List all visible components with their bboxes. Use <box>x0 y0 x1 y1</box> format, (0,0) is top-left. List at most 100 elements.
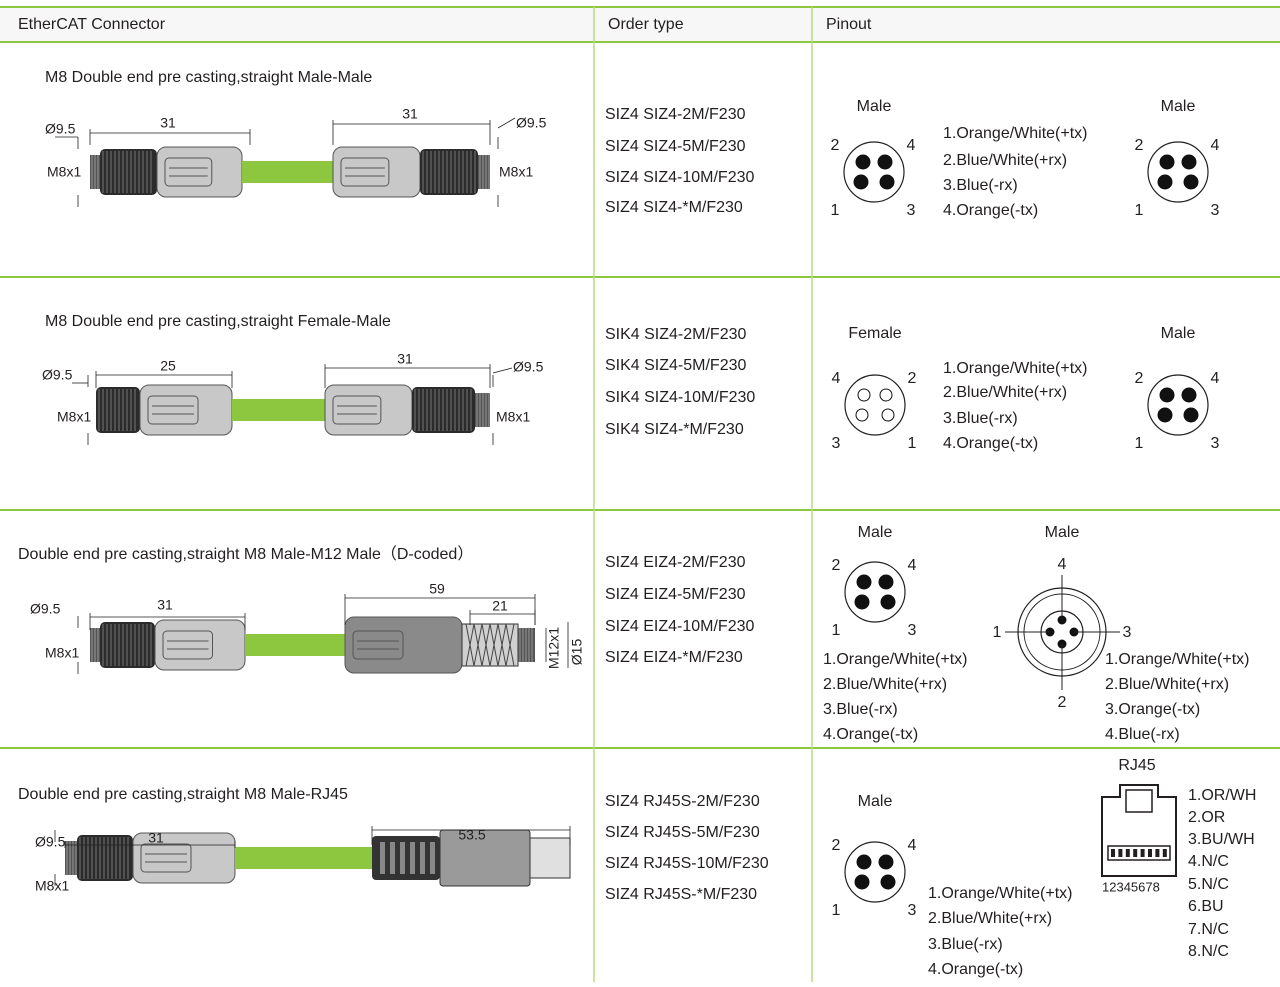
pinout-label: Male <box>1161 98 1196 115</box>
pin-number: 3 <box>1211 435 1220 452</box>
pin-assignment: 2.OR <box>1188 809 1225 826</box>
pin <box>878 854 894 870</box>
rj45-contacts <box>1107 845 1171 861</box>
order-type: SIK4 SIZ4-10M/F230 <box>605 389 755 406</box>
order-type: SIZ4 SIZ4-10M/F230 <box>605 169 754 186</box>
row-title: Double end pre casting,straight M8 Male-… <box>18 786 348 803</box>
pin-assignment: 5.N/C <box>1188 876 1229 893</box>
cable <box>232 399 325 421</box>
row-title: Double end pre casting,straight M8 Male-… <box>18 545 473 563</box>
wiring-line: 1.Orange/White(+tx) <box>928 885 1073 902</box>
rj45-contact <box>1140 849 1145 857</box>
pin-number: 4 <box>908 837 917 854</box>
dimension-label: M12x1 <box>546 627 562 669</box>
pin <box>881 408 895 422</box>
pin-assignment: 8.N/C <box>1188 943 1229 960</box>
pin-number: 1 <box>908 435 917 452</box>
wiring-line: 3.Blue(-rx) <box>823 701 898 718</box>
pin-number: 3 <box>908 902 917 919</box>
pin <box>854 874 870 890</box>
pin-number: 3 <box>832 435 841 452</box>
dimension-label: 31 <box>157 597 173 613</box>
wiring-line: 3.Orange(-tx) <box>1105 701 1200 718</box>
dimension-label: 31 <box>160 115 176 131</box>
pin-number: 2 <box>908 370 917 387</box>
wiring-line: 4.Orange(-tx) <box>823 726 918 743</box>
wiring-line: 2.Blue/White(+rx) <box>1105 676 1229 693</box>
dimension-line <box>497 117 516 129</box>
header-cell: EtherCAT Connector <box>18 16 166 33</box>
dimension-label: M8x1 <box>47 164 81 180</box>
wiring-line: 2.Blue/White(+rx) <box>943 384 1067 401</box>
pin-face <box>1147 374 1209 436</box>
wiring-line: 4.Orange(-tx) <box>943 435 1038 452</box>
pin <box>879 388 893 402</box>
pin <box>1183 174 1199 190</box>
pin <box>1181 154 1197 170</box>
pin <box>879 174 895 190</box>
knurl-line <box>481 623 491 667</box>
pin-number: 1 <box>1135 202 1144 219</box>
order-type: SIZ4 EIZ4-5M/F230 <box>605 586 746 603</box>
pin-number: 1 <box>832 902 841 919</box>
order-type: SIZ4 RJ45S-2M/F230 <box>605 793 760 810</box>
pin <box>1157 174 1173 190</box>
pin-number: 4 <box>1211 370 1220 387</box>
pin-numbers: 12345678 <box>1102 879 1160 894</box>
pin-assignment: 1.OR/WH <box>1188 787 1256 804</box>
rj45-socket <box>1101 784 1177 877</box>
boot-rib <box>430 842 435 874</box>
pin-face <box>1147 141 1209 203</box>
pin-assignment: 3.BU/WH <box>1188 831 1255 848</box>
boot-rib <box>410 842 415 874</box>
wiring-line: 4.Blue(-rx) <box>1105 726 1180 743</box>
pin <box>877 154 893 170</box>
pin-number: 1 <box>1135 435 1144 452</box>
pin-number: 1 <box>832 622 841 639</box>
dimension-line <box>492 367 513 374</box>
thread <box>65 841 77 875</box>
grip-slot <box>164 157 213 187</box>
pin-number: 2 <box>832 837 841 854</box>
pin-number: 2 <box>1135 137 1144 154</box>
dimension-label: Ø9.5 <box>42 367 73 383</box>
boot-rib <box>390 842 395 874</box>
pin-number: 2 <box>831 137 840 154</box>
knurl-line <box>497 623 507 667</box>
connector-body <box>156 146 243 198</box>
grip-slot <box>147 395 199 425</box>
wiring-line: 2.Blue/White(+rx) <box>928 910 1052 927</box>
wiring-line: 1.Orange/White(+tx) <box>943 125 1088 142</box>
pinout-label: Male <box>858 524 893 541</box>
pin <box>1159 154 1175 170</box>
pinout-label: Male <box>1045 524 1080 541</box>
order-type: SIK4 SIZ4-5M/F230 <box>605 357 746 374</box>
wiring-line: 1.Orange/White(+tx) <box>1105 651 1250 668</box>
boot-rib <box>420 842 425 874</box>
order-type: SIZ4 EIZ4-2M/F230 <box>605 554 746 571</box>
dimension-label: Ø9.5 <box>30 601 61 617</box>
pin-number: 3 <box>907 202 916 219</box>
dimension-label: 25 <box>160 358 176 374</box>
pin-number: 2 <box>1058 694 1067 711</box>
cable <box>235 847 372 869</box>
pinout-label: Male <box>857 98 892 115</box>
grip-slot <box>162 630 213 660</box>
knurl-line <box>465 623 475 667</box>
pin-number: 3 <box>1123 624 1132 641</box>
order-type: SIZ4 EIZ4-10M/F230 <box>605 618 754 635</box>
connector-body <box>154 619 246 671</box>
rj45-latch <box>1125 789 1153 813</box>
row-title: M8 Double end pre casting,straight Femal… <box>45 313 391 330</box>
dimension-label: 31 <box>402 106 418 122</box>
rj45-contact <box>1148 849 1152 857</box>
dimension-label: 21 <box>492 598 508 614</box>
pin <box>880 874 896 890</box>
knurl-line <box>505 623 515 667</box>
header-background <box>0 8 1280 42</box>
pin <box>878 574 894 590</box>
cable <box>242 161 333 183</box>
pin-number: 3 <box>908 622 917 639</box>
order-type: SIZ4 SIZ4-2M/F230 <box>605 106 746 123</box>
